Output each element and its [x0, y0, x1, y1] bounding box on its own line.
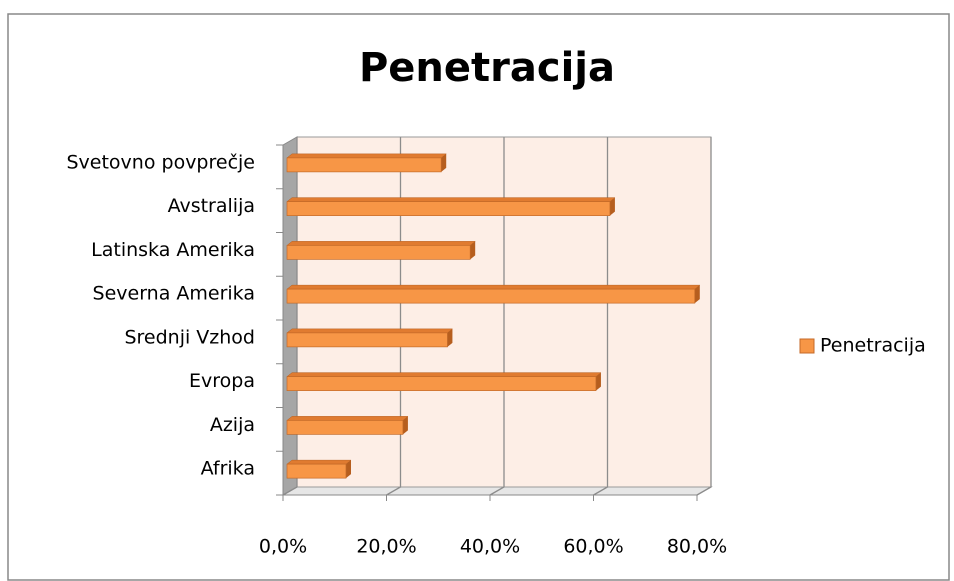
y-tick-label: Avstralija [168, 195, 255, 217]
bar-end [441, 153, 447, 172]
y-tick-label: Azija [210, 414, 255, 436]
side-wall [282, 136, 298, 496]
bar-end [470, 241, 476, 260]
grid-line [593, 137, 609, 496]
bar-end [402, 416, 408, 435]
bar-end [694, 285, 700, 304]
bar-end [447, 328, 453, 347]
bar-top [286, 284, 701, 290]
legend-swatch [799, 338, 815, 354]
x-tick-label: 80,0% [667, 536, 727, 558]
y-tick-label: Srednji Vzhod [124, 326, 255, 348]
y-tick-label: Svetovno povprečje [66, 151, 255, 173]
y-tick-label: Evropa [189, 370, 255, 392]
grid-line [696, 137, 712, 496]
bar-top [286, 372, 602, 377]
chart-title: Penetracija [359, 45, 615, 91]
bar [286, 332, 448, 348]
grid-line [489, 137, 505, 496]
bar-end [609, 197, 615, 216]
bar [286, 376, 597, 391]
y-tick-label: Afrika [201, 458, 255, 480]
x-tick-label: 0,0% [259, 536, 307, 558]
x-tick-label: 40,0% [460, 536, 520, 558]
x-tick-label: 20,0% [356, 536, 416, 558]
y-tick-label: Latinska Amerika [91, 239, 255, 261]
x-tick-label: 60,0% [563, 536, 623, 558]
bar [286, 245, 471, 260]
bar-top [286, 459, 352, 465]
bar [286, 463, 347, 479]
bar-top [286, 197, 616, 202]
bar [286, 157, 442, 173]
y-tick-label: Severna Amerika [93, 283, 255, 305]
bar-top [286, 416, 409, 421]
bar-top [286, 241, 476, 246]
bar-top [286, 328, 454, 334]
bar [286, 288, 696, 304]
bar [286, 420, 404, 435]
legend-label: Penetracija [820, 335, 926, 357]
bar-end [595, 372, 601, 391]
bar-end [345, 460, 351, 479]
bar [286, 201, 611, 216]
bar-top [286, 153, 447, 159]
